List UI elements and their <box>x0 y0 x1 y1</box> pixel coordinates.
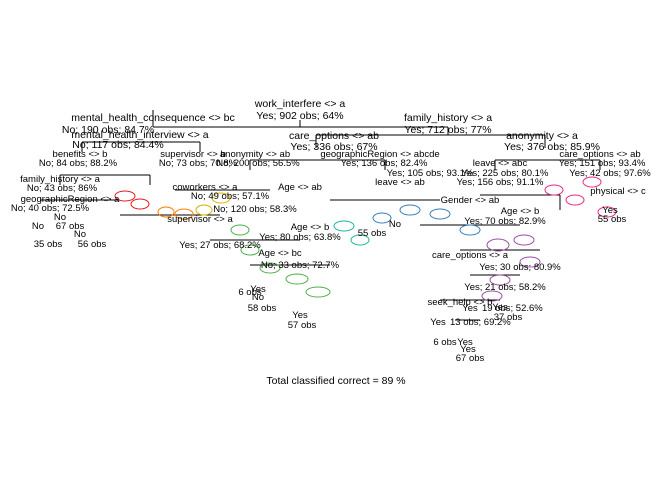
l3-node-1-split: benefits <> b <box>53 149 108 160</box>
l2-node-2-split: care_options <> ab <box>289 130 379 142</box>
l3-node-4-stats: Yes; 136 obs; 82.4% <box>341 158 428 169</box>
l3-node-2-split: supervisor <> b <box>160 149 225 160</box>
mid-node-4-split: supervisor <> a <box>167 214 233 225</box>
leaf-left-4-stats: 6 obs <box>238 287 261 298</box>
leaf-right-6-stats: 37 obs <box>494 312 523 323</box>
classification-caption: Total classified correct = 89 % <box>266 375 405 387</box>
l4-node-4-split: Age <> ab <box>278 182 322 193</box>
l2-node-2-stats: Yes; 336 obs; 67% <box>290 141 377 153</box>
leaf-left-6-stats: 57 obs <box>288 320 317 331</box>
l4-node-5-stats: Yes; 80 obs; 63.8% <box>259 232 341 243</box>
leaf-right-5-label: Yes <box>602 205 618 216</box>
mid-node-4-stats: Yes; 27 obs; 68.2% <box>179 240 261 251</box>
leaf-right-5-stats: 55 obs <box>598 214 627 225</box>
leaf-right-2-label: Yes <box>430 317 446 328</box>
l3-node-1-stats: No; 84 obs; 88.2% <box>39 158 118 169</box>
leaf-left-2-label: No <box>74 229 86 240</box>
l2-node-1-stats: No; 117 obs; 84.4% <box>72 139 163 151</box>
l3-node-3-split: anonymity <> ab <box>220 149 290 160</box>
l3-node-6-split: care_options <> ab <box>559 149 640 160</box>
leaf-left-1-label: No <box>32 221 44 232</box>
leaf-right-2-stats: 13 obs; 69.2% <box>450 317 511 328</box>
l4-node-9-split: physical <> c <box>590 186 646 197</box>
leaf-right-6-label: Yes <box>492 302 508 313</box>
l4-node-6-split: leave <> ab <box>375 177 425 188</box>
right-stats: Yes; 712 obs; 77% <box>404 124 491 136</box>
l4-node-9-stats: Yes; 42 obs; 97.6% <box>569 168 651 179</box>
leaf-right-1-label: Yes <box>462 303 478 314</box>
l4-node-7-stats: Yes; 156 obs; 91.1% <box>457 177 544 188</box>
leaf-right-4-stats: 67 obs <box>456 353 485 364</box>
right-split: family_history <> a <box>404 112 492 124</box>
l4-node-8-split: Age <> b <box>501 206 540 217</box>
l4-node-2-split: geographicRegion <> a <box>21 194 120 205</box>
l3-node-6-stats: Yes; 151 obs; 93.4% <box>559 158 646 169</box>
leaf-right-1-stats: 19 obs; 52.6% <box>482 303 543 314</box>
l2-node-3-split: anonymity <> a <box>506 130 578 142</box>
leaf-left-6-label: Yes <box>292 310 308 321</box>
l4-node-6-stats: Yes; 105 obs; 93.1% <box>387 168 474 179</box>
l4-node-8-stats: Yes; 70 obs; 82.9% <box>464 216 546 227</box>
root-split: work_interfere <> a <box>254 98 346 110</box>
left-split: mental_health_consequence <> bc <box>71 112 234 124</box>
root-stats: Yes; 902 obs; 64% <box>256 110 343 122</box>
l4-node-7-split: Gender <> ab <box>441 195 500 206</box>
l3-node-4-split: geographicRegion <> abcde <box>320 149 439 160</box>
l4-node-2-stats: No; 40 obs; 72.5% <box>11 203 90 214</box>
mid-node-3-stats: No; 33 obs; 72.7% <box>261 260 340 271</box>
mid-node-1-split: care_options <> a <box>432 250 509 261</box>
l3-node-2-stats: No; 73 obs; 70.8% <box>159 158 238 169</box>
leaf-left-2-stats: 56 obs <box>78 239 107 250</box>
leaf-left-4-label: Yes <box>250 284 266 295</box>
l4-node-5-split: Age <> b <box>291 222 330 233</box>
leaf-left-5-stats: 58 obs <box>248 303 277 314</box>
l4-node-3-split: coworkers <> a <box>173 182 239 193</box>
leaf-right-4-label: Yes <box>460 344 476 355</box>
mid-node-2-stats: Yes; 21 obs; 58.2% <box>464 282 546 293</box>
left-stats: No; 190 obs; 84.7% <box>62 124 154 136</box>
leaf-left-5-label: No <box>252 292 264 303</box>
tree-edges <box>40 110 601 321</box>
leaf-left-3-label: No <box>54 212 66 223</box>
leaf-right-3-label: Yes <box>457 337 473 348</box>
l4-node-4-stats: No; 120 obs; 58.3% <box>213 204 297 215</box>
leaf-left-7-label: No <box>389 219 401 230</box>
leaf-markers <box>114 176 617 302</box>
mid-node-3-split: Age <> bc <box>258 248 302 259</box>
l3-node-3-stats: No; 200 obs; 56.5% <box>216 158 300 169</box>
leaf-left-3-stats: 67 obs <box>56 221 85 232</box>
l2-node-1-split: mental_health_interview <> a <box>71 129 208 141</box>
mid-node-2-split: seek_help <> b <box>428 297 493 308</box>
leaf-right-3-stats: 6 obs <box>433 337 456 348</box>
l4-node-1-stats: No; 43 obs; 86% <box>27 183 98 194</box>
l3-node-5-stats: Yes; 225 obs; 80.1% <box>462 168 549 179</box>
l2-node-3-stats: Yes; 376 obs; 85.9% <box>504 141 600 153</box>
l3-node-5-split: leave <> abc <box>473 158 528 169</box>
leaf-left-1-stats: 35 obs <box>34 239 63 250</box>
leaf-left-7-stats: 55 obs <box>358 228 387 239</box>
l4-node-3-stats: No; 49 obs; 57.1% <box>191 191 270 202</box>
mid-node-1-stats: Yes; 30 obs; 80.9% <box>479 262 561 273</box>
l4-node-1-split: family_history <> a <box>20 174 100 185</box>
